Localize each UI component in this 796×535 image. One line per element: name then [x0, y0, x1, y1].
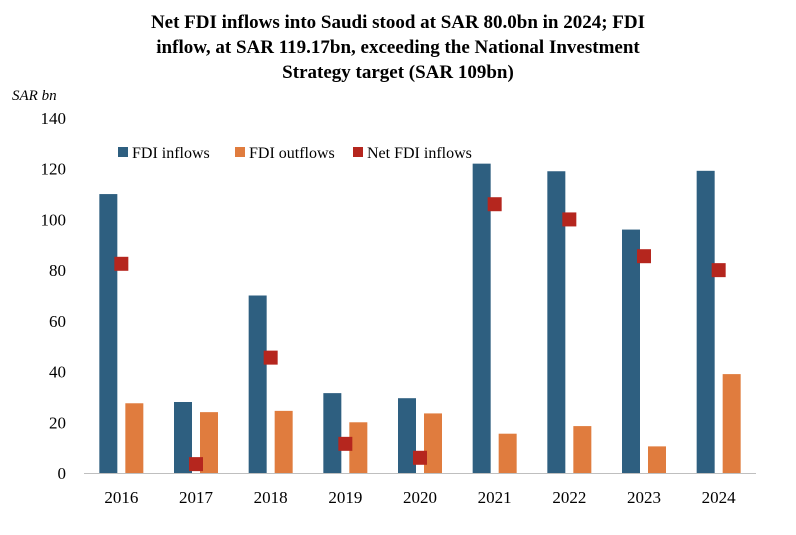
marker-net-fdi-inflows — [263, 350, 278, 365]
x-tick-label: 2016 — [104, 488, 138, 507]
marker-net-fdi-inflows — [413, 450, 427, 465]
marker-net-fdi-inflows — [562, 212, 577, 227]
y-tick-label: 0 — [58, 464, 67, 483]
x-tick-label: 2021 — [478, 488, 512, 507]
bar-fdi-inflows — [472, 163, 491, 473]
bar-fdi-outflows — [125, 403, 144, 473]
x-tick-label: 2024 — [702, 488, 737, 507]
bar-fdi-inflows — [622, 229, 640, 473]
y-tick-label: 40 — [49, 363, 66, 382]
bar-fdi-inflows — [398, 398, 416, 473]
bar-fdi-outflows — [274, 410, 293, 473]
marker-net-fdi-inflows — [114, 256, 129, 271]
legend-fdi-outflows-swatch — [235, 147, 245, 157]
bar-fdi-outflows — [200, 412, 218, 473]
legend-fdi-inflows-label: FDI inflows — [132, 145, 210, 162]
y-tick-label: 100 — [41, 210, 67, 229]
marker-net-fdi-inflows — [487, 197, 502, 212]
x-tick-label: 2017 — [179, 488, 214, 507]
legend-net-fdi-inflows-swatch — [353, 147, 363, 157]
bar-fdi-outflows — [648, 446, 666, 473]
y-tick-label: 60 — [49, 312, 66, 331]
x-tick-label: 2019 — [328, 488, 362, 507]
bar-fdi-inflows — [323, 393, 342, 473]
x-tick-label: 2018 — [254, 488, 288, 507]
bar-fdi-inflows — [99, 194, 118, 474]
chart-title-line: Net FDI inflows into Saudi stood at SAR … — [150, 12, 646, 33]
bar-fdi-inflows — [248, 295, 267, 473]
y-tick-label: 140 — [41, 109, 67, 128]
marker-net-fdi-inflows — [189, 457, 203, 472]
chart-title-line: Strategy target (SAR 109bn) — [282, 62, 514, 83]
x-tick-label: 2020 — [403, 488, 437, 507]
bar-fdi-outflows — [573, 426, 592, 473]
x-tick-label: 2022 — [552, 488, 586, 507]
bar-fdi-inflows — [174, 402, 192, 473]
y-axis-unit-label: SAR bn — [12, 88, 57, 104]
chart-title: Net FDI inflows into Saudi stood at SAR … — [80, 10, 716, 85]
bar-fdi-outflows — [498, 433, 517, 473]
bar-fdi-outflows — [349, 422, 368, 473]
legend-fdi-inflows-swatch — [118, 147, 128, 157]
bar-fdi-outflows — [722, 374, 741, 473]
legend-net-fdi-inflows-label: Net FDI inflows — [367, 145, 472, 162]
y-tick-label: 80 — [49, 261, 66, 280]
marker-net-fdi-inflows — [338, 436, 353, 451]
chart-title-line: inflow, at SAR 119.17bn, exceeding the N… — [156, 37, 640, 58]
legend-fdi-outflows-label: FDI outflows — [249, 145, 335, 162]
marker-net-fdi-inflows — [637, 249, 651, 264]
bar-fdi-inflows — [547, 171, 566, 473]
marker-net-fdi-inflows — [711, 263, 726, 278]
bar-fdi-inflows — [696, 170, 715, 474]
y-tick-label: 120 — [41, 160, 67, 179]
x-tick-label: 2023 — [627, 488, 661, 507]
bar-fdi-outflows — [424, 413, 442, 473]
y-tick-label: 20 — [49, 413, 66, 432]
